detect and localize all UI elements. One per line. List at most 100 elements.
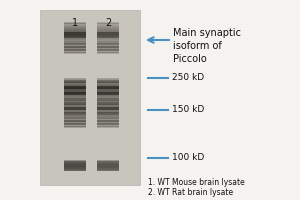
Bar: [64, 44, 86, 45]
Bar: [97, 79, 119, 80]
Bar: [97, 46, 119, 47]
Bar: [64, 126, 86, 127]
Bar: [97, 168, 119, 169]
Bar: [97, 46, 119, 47]
Bar: [64, 162, 86, 163]
Text: 1. WT Mouse brain lysate: 1. WT Mouse brain lysate: [148, 178, 245, 187]
Bar: [97, 114, 119, 115]
Bar: [97, 105, 119, 106]
Bar: [97, 103, 119, 105]
Bar: [97, 78, 119, 79]
Bar: [97, 43, 119, 44]
Bar: [64, 100, 86, 102]
Bar: [64, 170, 86, 171]
Text: 100 kD: 100 kD: [172, 154, 204, 162]
Bar: [64, 114, 86, 115]
Bar: [64, 127, 86, 128]
Bar: [40, 10, 140, 185]
Bar: [97, 162, 119, 163]
Bar: [97, 118, 119, 119]
Bar: [64, 78, 86, 79]
Bar: [64, 42, 86, 43]
Bar: [97, 111, 119, 112]
Bar: [64, 111, 86, 112]
Bar: [97, 35, 119, 37]
Bar: [64, 80, 86, 82]
Bar: [64, 85, 86, 86]
Bar: [97, 84, 119, 85]
Bar: [97, 39, 119, 40]
Bar: [64, 45, 86, 46]
Bar: [64, 22, 86, 24]
Bar: [64, 100, 86, 101]
Bar: [97, 166, 119, 167]
Bar: [64, 112, 86, 113]
Bar: [97, 104, 119, 105]
Bar: [97, 126, 119, 127]
Bar: [97, 53, 119, 54]
Bar: [64, 102, 86, 104]
Bar: [64, 97, 86, 98]
Bar: [64, 108, 86, 110]
Bar: [64, 79, 86, 80]
Bar: [64, 121, 86, 122]
Bar: [97, 51, 119, 52]
Bar: [97, 26, 119, 27]
Bar: [97, 112, 119, 114]
Text: 1: 1: [72, 18, 78, 28]
Bar: [64, 50, 86, 51]
Bar: [64, 93, 86, 95]
Bar: [64, 48, 86, 49]
Bar: [97, 112, 119, 113]
Bar: [97, 81, 119, 83]
Bar: [64, 161, 86, 162]
Bar: [64, 116, 86, 117]
Bar: [64, 122, 86, 123]
Bar: [64, 118, 86, 119]
Bar: [64, 29, 86, 30]
Bar: [97, 168, 119, 169]
Bar: [64, 27, 86, 28]
Bar: [64, 88, 86, 90]
Bar: [64, 115, 86, 116]
Bar: [64, 123, 86, 124]
Text: 2: 2: [105, 18, 111, 28]
Bar: [97, 92, 119, 94]
Bar: [97, 41, 119, 42]
Bar: [97, 48, 119, 49]
Bar: [64, 99, 86, 101]
Bar: [97, 121, 119, 122]
Bar: [64, 161, 86, 162]
Bar: [64, 37, 86, 39]
Bar: [97, 30, 119, 31]
Bar: [64, 104, 86, 105]
Bar: [64, 162, 86, 163]
Bar: [64, 87, 86, 89]
Bar: [64, 163, 86, 164]
Bar: [64, 92, 86, 94]
Bar: [64, 107, 86, 109]
Bar: [97, 166, 119, 167]
Bar: [97, 124, 119, 125]
Bar: [64, 126, 86, 127]
Bar: [97, 52, 119, 53]
Bar: [97, 116, 119, 118]
Bar: [64, 44, 86, 45]
Bar: [97, 96, 119, 97]
Bar: [64, 167, 86, 168]
Bar: [97, 85, 119, 86]
Bar: [64, 122, 86, 124]
Bar: [64, 113, 86, 115]
Bar: [64, 106, 86, 107]
Bar: [64, 23, 86, 25]
Bar: [64, 164, 86, 166]
Bar: [97, 164, 119, 166]
Bar: [97, 163, 119, 164]
Bar: [64, 107, 86, 108]
Bar: [64, 110, 86, 111]
Bar: [64, 40, 86, 41]
Bar: [97, 165, 119, 166]
Bar: [64, 48, 86, 50]
Bar: [64, 168, 86, 169]
Bar: [64, 116, 86, 117]
